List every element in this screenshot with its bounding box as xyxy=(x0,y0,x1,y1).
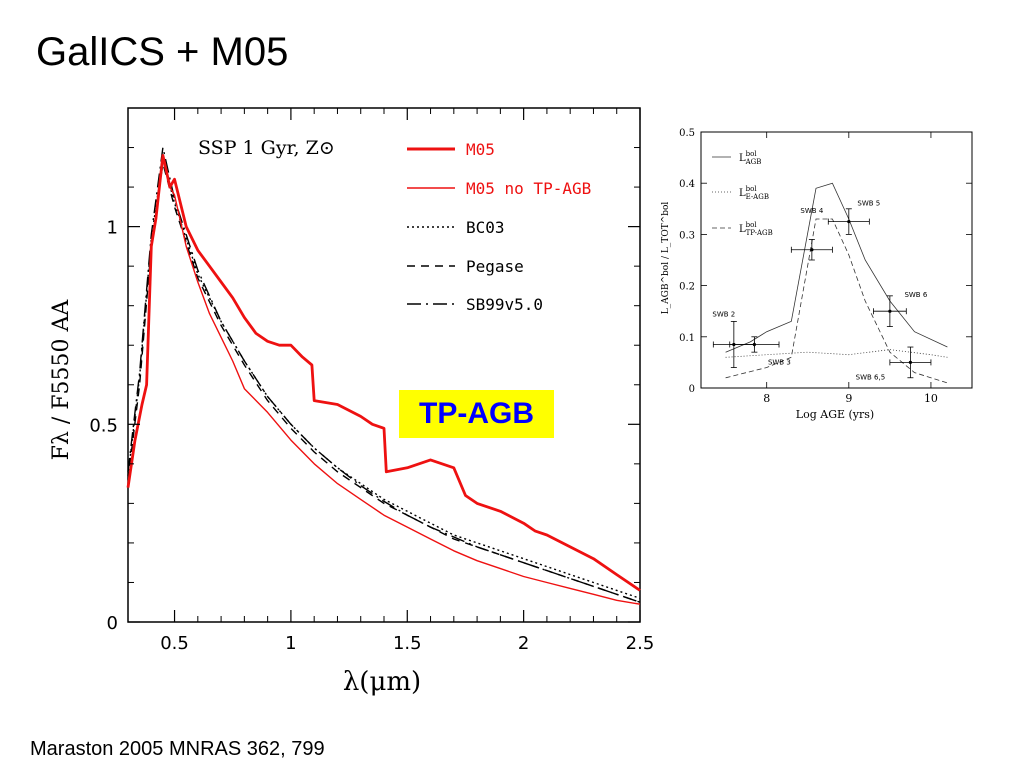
sed-legend: M05 M05 no TP-AGB BC03 Pegase SB99v5.0 xyxy=(407,140,591,314)
sed-plot-frame xyxy=(127,107,641,623)
agb-point-marker xyxy=(847,220,851,224)
agb-x-tick-label: 8 xyxy=(763,392,770,405)
agb-y-tick-label: 0.5 xyxy=(679,128,695,139)
citation: Maraston 2005 MNRAS 362, 799 xyxy=(30,738,325,760)
sed-series-line-pegase xyxy=(127,162,641,603)
sed-y-tick-label: 0.5 xyxy=(89,415,118,436)
sed-legend-label: Pegase xyxy=(466,257,524,276)
sed-legend-label: M05 xyxy=(466,140,495,159)
tp-agb-highlight-label: TP-AGB xyxy=(419,397,534,430)
agb-y-tick-label: 0.1 xyxy=(679,333,695,344)
sed-x-axis-label: λ(μm) xyxy=(343,667,421,697)
agb-point-label: SWB 5 xyxy=(857,200,880,208)
sed-chart-title: SSP 1 Gyr, Z⊙ xyxy=(198,137,335,159)
agb-point-marker xyxy=(810,248,814,252)
tp-agb-highlight: TP-AGB xyxy=(399,390,554,438)
agb-legend-label: Lbol E-AGB xyxy=(739,185,769,201)
slide-title: GalICS + M05 xyxy=(36,30,289,74)
agb-y-tick-label: 0.3 xyxy=(679,230,695,241)
agb-x-axis-label: Log AGE (yrs) xyxy=(796,408,874,421)
agb-legend-label: Lbol AGB xyxy=(739,150,761,166)
sed-legend-label: M05 no TP-AGB xyxy=(466,179,591,198)
agb-point-marker xyxy=(888,309,892,313)
agb-axes-group: 8 9 10 0 0.1 0.2 0.3 0.4 0.5 xyxy=(679,128,972,405)
agb-point-marker xyxy=(752,342,756,347)
agb-plot-border xyxy=(700,131,973,389)
sed-axes-group: 0.5 1 1.5 2 2.5 0 0.5 1 xyxy=(89,108,654,654)
sed-x-tick-label: 2 xyxy=(518,633,529,654)
agb-legend-label: Lbol TP-AGB xyxy=(739,221,773,237)
sed-y-tick-label: 0 xyxy=(107,613,118,634)
sed-plot-border xyxy=(127,107,641,623)
agb-y-axis-label: L_AGB^bol / L_TOT^bol xyxy=(661,202,671,315)
agb-point-label: SWB 6 xyxy=(904,291,927,299)
sed-x-tick-label: 1 xyxy=(285,633,296,654)
sed-y-axis-label: Fλ / F5550 AA xyxy=(49,299,74,461)
agb-point-marker xyxy=(908,360,913,364)
agb-x-tick-label: 10 xyxy=(924,392,938,405)
agb-point-label: SWB 3 xyxy=(768,358,791,366)
agb-point-label: SWB 2 xyxy=(712,310,735,318)
sed-y-tick-label: 1 xyxy=(107,218,118,239)
sed-x-tick-label: 0.5 xyxy=(160,633,189,654)
agb-y-tick-label: 0.2 xyxy=(679,282,695,293)
agb-points-group: SWB 2 SWB 3 SWB 4 SWB 5 SWB 6 SWB 6,5 xyxy=(712,200,932,381)
sed-x-tick-label: 1.5 xyxy=(393,633,422,654)
agb-plot-frame xyxy=(700,131,973,389)
agb-point-label: SWB 4 xyxy=(800,207,823,215)
agb-series-line-e-agb xyxy=(725,349,948,358)
agb-legend: Lbol AGB Lbol E-AGB Lbol TP-AGB xyxy=(712,150,773,237)
sed-legend-label: SB99v5.0 xyxy=(466,295,543,314)
sed-x-tick-label: 2.5 xyxy=(626,633,655,654)
sed-series-group xyxy=(126,146,641,605)
agb-point-label: SWB 6,5 xyxy=(856,373,886,381)
sed-legend-label: BC03 xyxy=(466,218,505,237)
sed-series-line-m05 xyxy=(126,153,641,592)
agb-y-tick-label: 0.4 xyxy=(679,179,695,190)
agb-y-tick-label: 0 xyxy=(689,384,695,395)
agb-x-tick-label: 9 xyxy=(845,392,852,405)
